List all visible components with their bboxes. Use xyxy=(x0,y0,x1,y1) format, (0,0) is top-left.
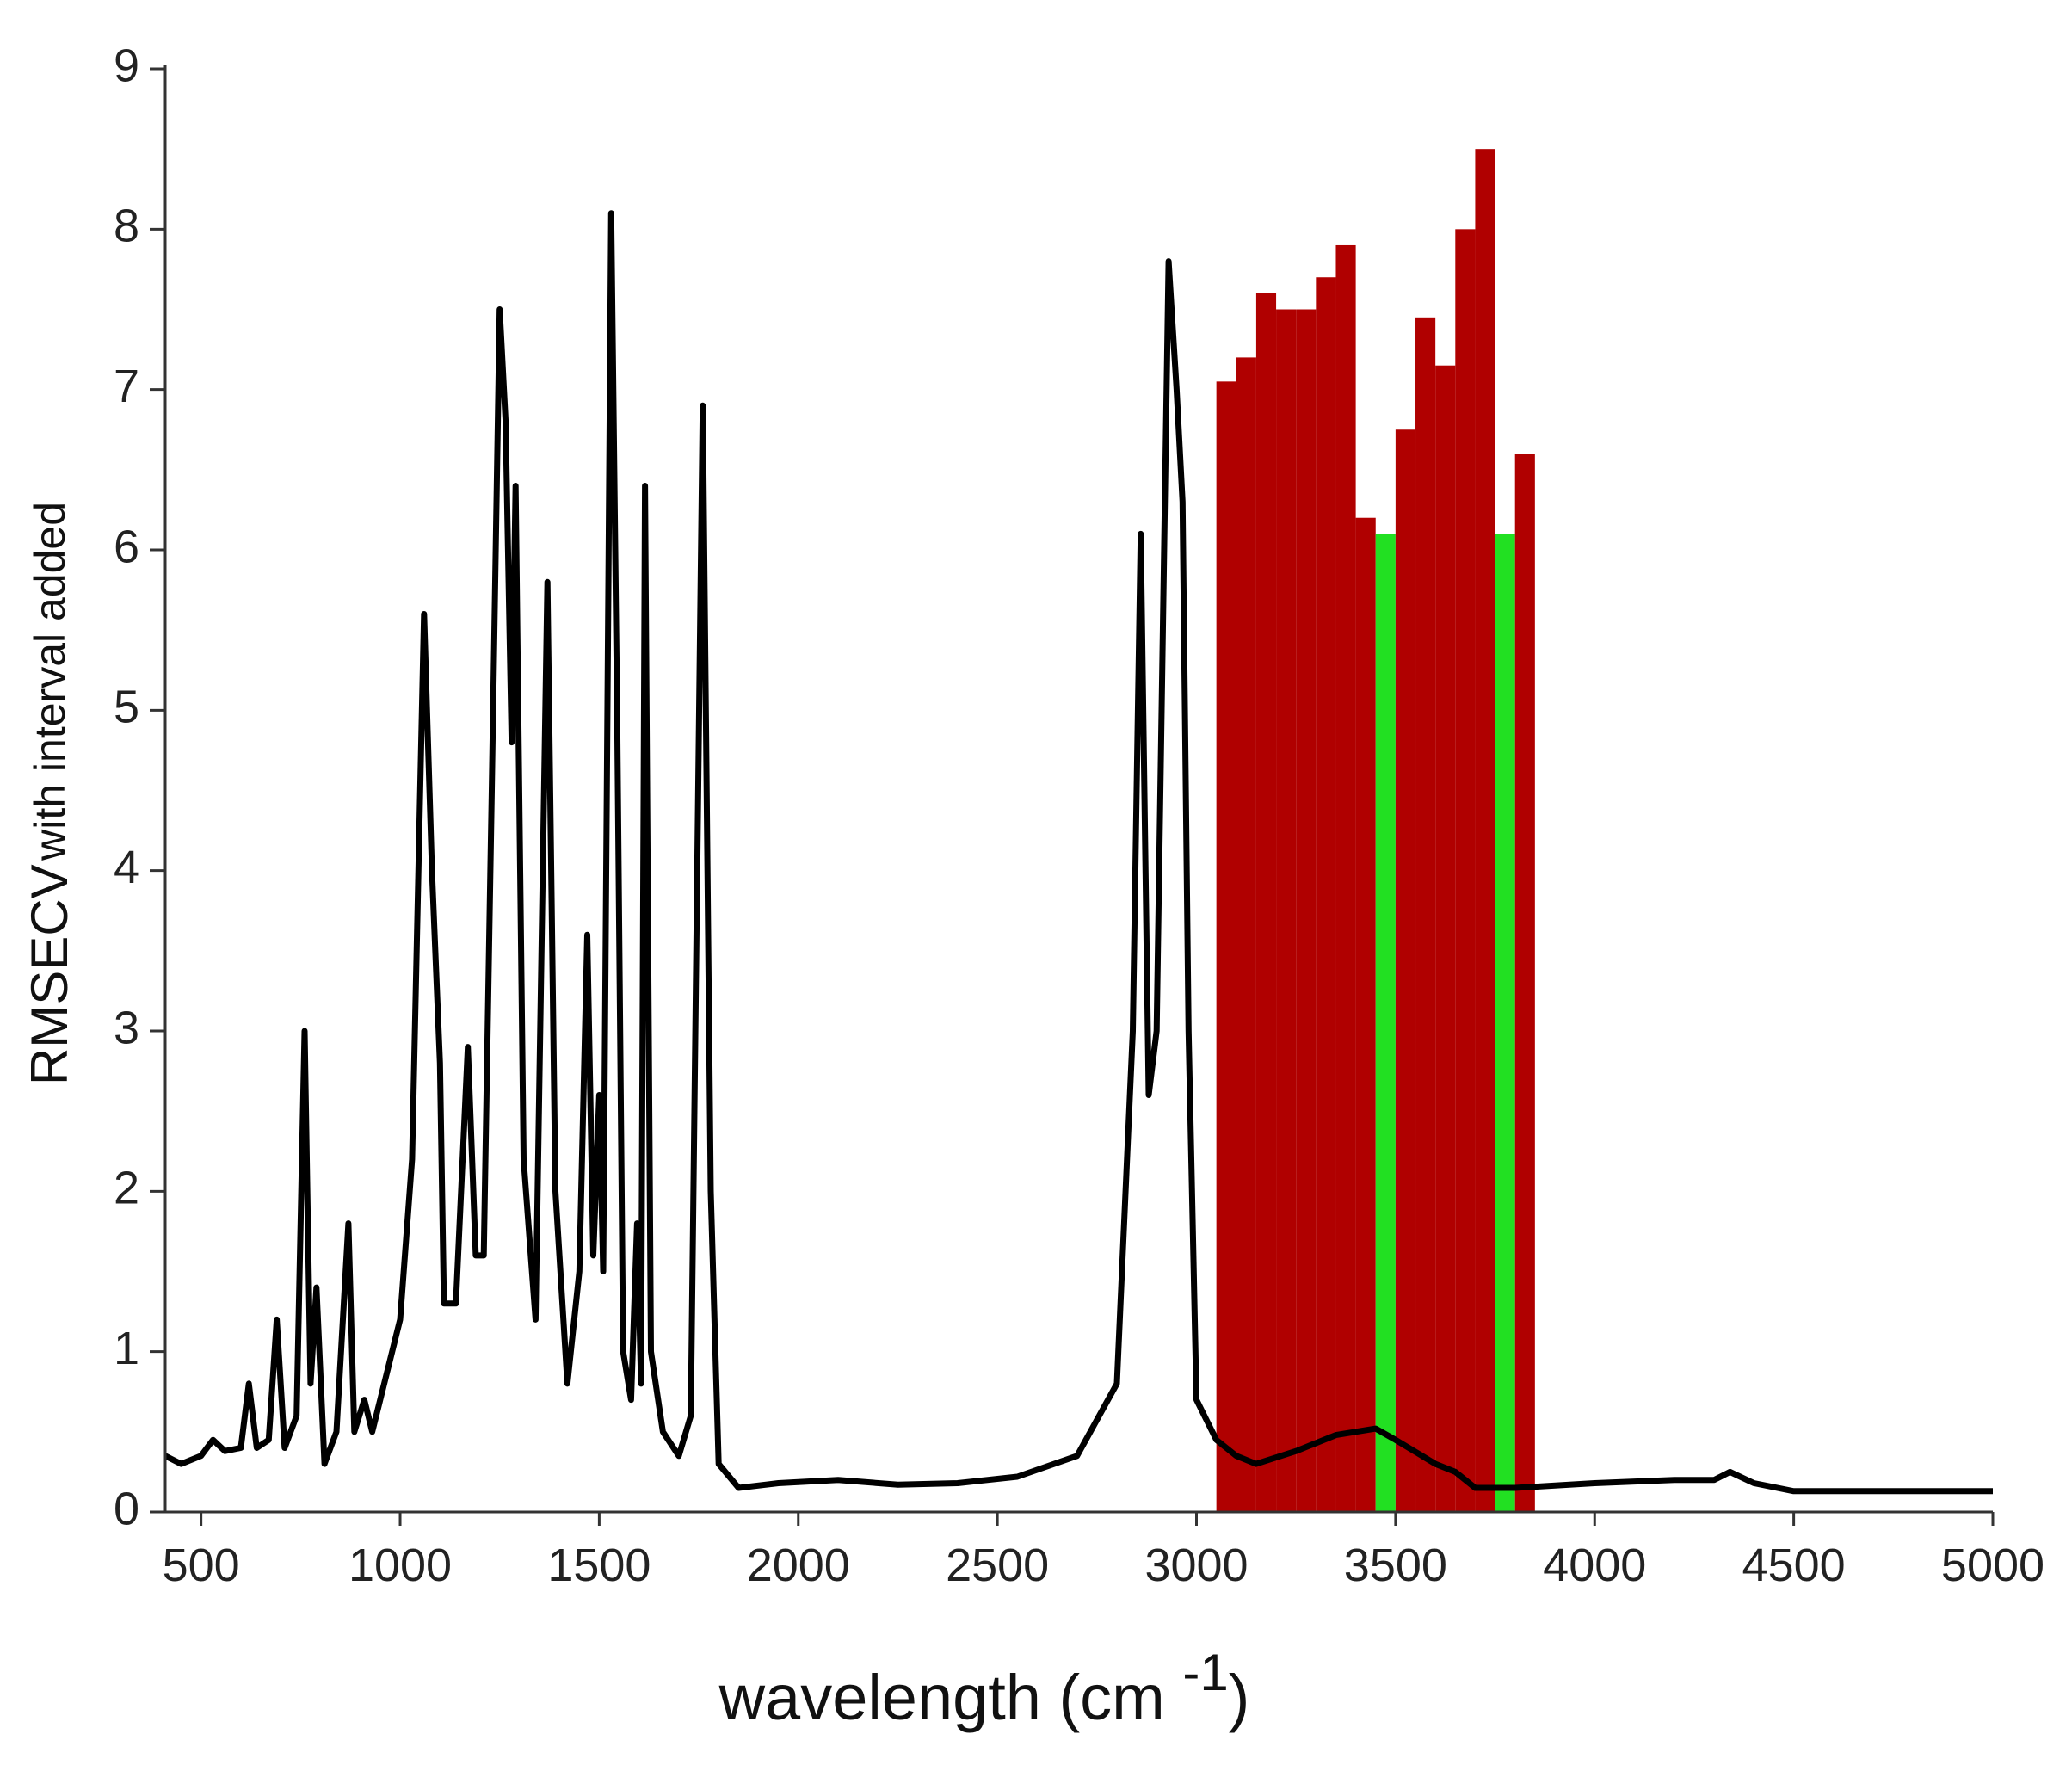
x-tick-label: 4000 xyxy=(1543,1540,1646,1591)
bar xyxy=(1435,365,1456,1512)
bar xyxy=(1276,309,1297,1512)
bar xyxy=(1455,229,1476,1512)
x-axis-label: wavelength (cm -1) xyxy=(718,1644,1250,1733)
bar xyxy=(1415,317,1436,1513)
bar xyxy=(1216,381,1236,1513)
bar xyxy=(1475,149,1495,1513)
x-label-main: wavelength (cm xyxy=(718,1662,1165,1733)
x-tick-label: 5000 xyxy=(1941,1540,2044,1591)
bar xyxy=(1296,309,1317,1512)
bar xyxy=(1375,534,1396,1512)
bar xyxy=(1395,429,1416,1512)
x-label-close: ) xyxy=(1229,1662,1250,1733)
x-tick-label: 2500 xyxy=(946,1540,1049,1591)
y-tick-label: 9 xyxy=(114,40,139,91)
x-tick-label: 2000 xyxy=(747,1540,850,1591)
y-tick-label: 3 xyxy=(114,1002,139,1053)
y-tick-label: 8 xyxy=(114,201,139,252)
y-tick-label: 4 xyxy=(114,842,139,893)
y-tick-label: 2 xyxy=(114,1163,139,1214)
y-tick-label: 0 xyxy=(114,1483,139,1534)
y-tick-label: 5 xyxy=(114,682,139,733)
bar xyxy=(1255,293,1277,1512)
y-tick-label: 1 xyxy=(114,1323,139,1374)
bar xyxy=(1495,534,1515,1512)
bar xyxy=(1355,517,1376,1512)
x-tick-label: 3500 xyxy=(1344,1540,1447,1591)
x-tick-label: 500 xyxy=(163,1540,240,1591)
bar xyxy=(1514,454,1535,1513)
bar xyxy=(1236,357,1256,1512)
spectrum-line xyxy=(163,210,1993,1495)
y-label-rest: with interval added xyxy=(26,502,74,861)
y-label-main: RMSECV xyxy=(21,864,78,1085)
y-tick-label: 7 xyxy=(114,361,139,412)
x-tick-label: 1500 xyxy=(547,1540,651,1591)
x-tick-label: 3000 xyxy=(1144,1540,1248,1591)
x-tick-label: 1000 xyxy=(348,1540,452,1591)
x-label-superscript: -1 xyxy=(1182,1644,1228,1701)
bar xyxy=(1316,277,1336,1512)
y-tick-label: 6 xyxy=(114,521,139,572)
bar xyxy=(1335,244,1356,1512)
x-tick-label: 4500 xyxy=(1742,1540,1846,1591)
y-axis-label: RMSECV with interval added xyxy=(21,502,78,1085)
